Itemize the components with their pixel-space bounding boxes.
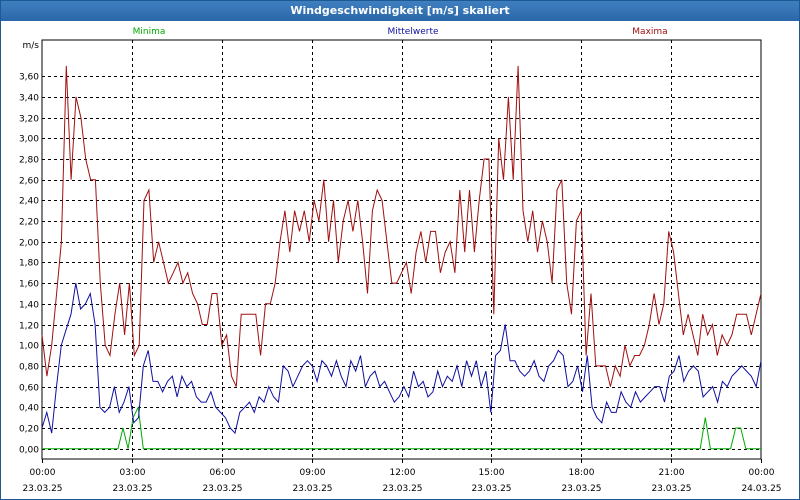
x-tick-date: 23.03.25 xyxy=(202,484,242,494)
series-line-mittelwerte xyxy=(41,283,762,435)
x-tick-time: 09:00 xyxy=(300,468,326,478)
x-tick-date: 23.03.25 xyxy=(561,484,601,494)
x-tick-time: 00:00 xyxy=(749,468,775,478)
y-tick-label: 0,20 xyxy=(19,425,39,435)
legend-entry-minima: Minima xyxy=(133,27,166,37)
x-tick-time: 06:00 xyxy=(210,468,236,478)
x-tick-date: 23.03.25 xyxy=(22,484,62,494)
x-tick-date: 23.03.25 xyxy=(651,484,691,494)
x-tick-time: 15:00 xyxy=(479,468,505,478)
x-tick-date: 23.03.25 xyxy=(112,484,152,494)
y-tick-label: 1,20 xyxy=(19,322,39,332)
axis-layer: 0,00 0,20 0,40 0,60 0,80 1,00 1,20 1,40 1,60 1,80… xyxy=(19,41,782,494)
chart-title: Windgeschwindigkeit [m/s] skaliert xyxy=(1,1,799,21)
y-tick-label: 2,60 xyxy=(19,177,39,187)
y-tick-label: 0,00 xyxy=(19,446,39,456)
wind-speed-chart: 0,00 0,20 0,40 0,60 0,80 1,00 1,20 1,40 1,60 1,80… xyxy=(19,27,782,494)
y-tick-label: 2,80 xyxy=(19,156,39,166)
series-line-minima xyxy=(42,405,761,450)
y-unit-label: m/s xyxy=(23,41,40,51)
series-line-maxima xyxy=(41,65,762,387)
legend-entry-mittelwerte: Mittelwerte xyxy=(387,27,438,37)
x-tick-time: 03:00 xyxy=(120,468,146,478)
x-tick-date: 23.03.25 xyxy=(382,484,422,494)
plot-frame xyxy=(41,39,762,460)
x-tick-date: 23.03.25 xyxy=(471,484,511,494)
y-tick-label: 1,00 xyxy=(19,342,39,352)
y-tick-label: 3,40 xyxy=(19,94,39,104)
y-tick-label: 2,20 xyxy=(19,218,39,228)
x-tick-date: 24.03.25 xyxy=(741,484,781,494)
y-tick-label: 3,20 xyxy=(19,115,39,125)
legend-layer: Minima Mittelwerte Maxima xyxy=(133,27,668,37)
y-tick-label: 1,40 xyxy=(19,301,39,311)
y-tick-label: 2,00 xyxy=(19,239,39,249)
y-tick-label: 1,80 xyxy=(19,259,39,269)
series-layer xyxy=(41,65,762,450)
x-tick-time: 21:00 xyxy=(659,468,685,478)
x-tick-time: 18:00 xyxy=(569,468,595,478)
legend-entry-maxima: Maxima xyxy=(632,27,667,37)
y-tick-label: 0,80 xyxy=(19,363,39,373)
x-tick-time: 12:00 xyxy=(390,468,416,478)
x-tick-date: 23.03.25 xyxy=(292,484,332,494)
y-tick-label: 3,00 xyxy=(19,135,39,145)
y-tick-label: 0,60 xyxy=(19,384,39,394)
y-tick-label: 1,60 xyxy=(19,280,39,290)
x-tick-time: 00:00 xyxy=(30,468,56,478)
y-tick-label: 3,60 xyxy=(19,73,39,83)
y-tick-label: 2,40 xyxy=(19,197,39,207)
y-tick-label: 0,40 xyxy=(19,404,39,414)
grid-layer xyxy=(41,39,762,460)
